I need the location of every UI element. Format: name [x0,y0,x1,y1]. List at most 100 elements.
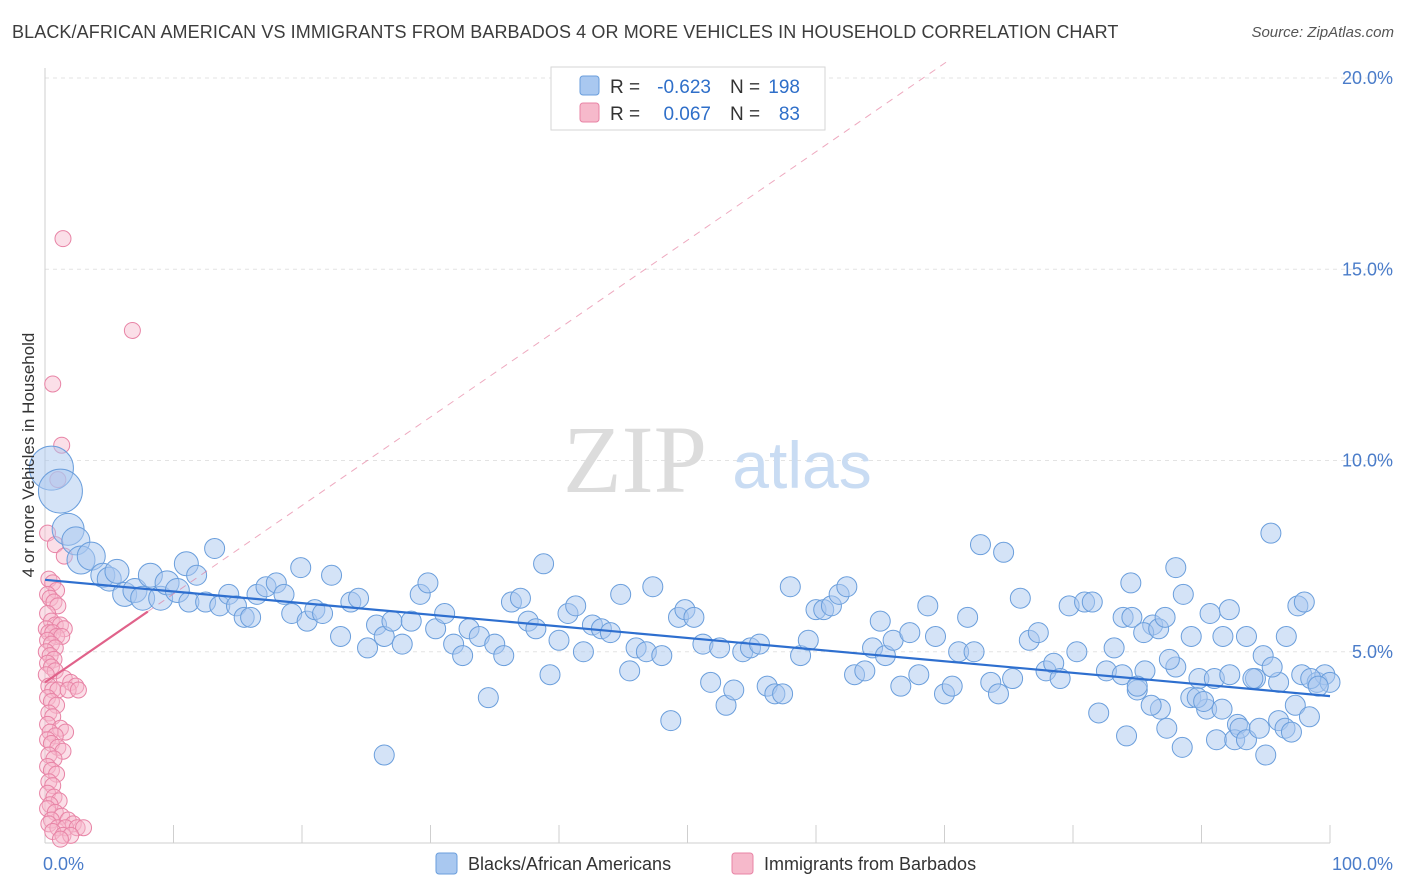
black-point [890,675,912,697]
black-point [533,553,555,575]
black-point [1298,706,1320,728]
black-point [204,537,226,559]
black-point [1212,625,1234,647]
legend-r-label-1: R = [610,77,640,98]
black-point [957,606,979,628]
black-point [400,610,422,632]
black-point [1293,591,1315,613]
black-point [1248,717,1270,739]
black-point [548,629,570,651]
black-point [1111,664,1133,686]
black-point [917,595,939,617]
black-point [1027,622,1049,644]
black-point [651,645,673,667]
black-point [1140,694,1162,716]
tick-labels: 5.0% 10.0% 15.0% 20.0% 0.0% 100.0% [43,68,1393,874]
barbados-trend-extension [147,58,952,612]
black-point [1235,625,1257,647]
black-point [321,564,343,586]
black-point [779,576,801,598]
black-point [1171,736,1193,758]
barbados-point [69,681,87,699]
black-point [37,468,83,514]
black-point [660,710,682,732]
legend-n-label-2: N = [730,104,760,125]
black-point [1307,675,1329,697]
barbados-point [40,815,58,833]
legend-swatch-blue [579,75,600,96]
black-point [1218,599,1240,621]
grid-layer [45,77,1392,653]
black-point [1275,625,1297,647]
black-point [1205,729,1227,751]
series-legend: Blacks/African Americans Immigrants from… [435,852,976,875]
black-point [290,557,312,579]
black-point [1049,668,1071,690]
legend-swatch-pink [579,102,600,123]
legend-r-value-1: -0.623 [657,77,711,98]
trend-lines [44,58,1331,698]
legend-n-label-1: N = [730,77,760,98]
correlation-legend: R = -0.623 N = 198 R = 0.067 N = 83 [550,66,826,131]
black-point [1280,721,1302,743]
black-point [1165,557,1187,579]
barbados-point [75,819,93,837]
black-point [565,595,587,617]
black-point [1002,668,1024,690]
black-point [312,603,334,624]
black-point [391,633,413,655]
series-black-points [28,445,1341,766]
black-point [1088,702,1110,724]
black-point [1158,648,1180,670]
black-point [1116,725,1138,747]
black-point [273,583,295,605]
series-barbados-points [37,230,141,848]
legend-n-value-2: 83 [779,104,800,125]
x-tick-label: 100.0% [1332,854,1393,874]
black-point [869,610,891,632]
black-point [772,683,794,705]
black-point [240,606,262,628]
black-point [1154,606,1176,628]
black-point [1211,698,1233,720]
black-point [1009,587,1031,609]
black-point [525,618,547,640]
barbados-point [44,375,62,393]
black-point [1156,717,1178,739]
black-point [1120,572,1142,594]
barbados-point [54,230,72,248]
black-point [104,558,130,584]
legend-r-label-2: R = [610,104,640,125]
black-point [493,645,515,667]
chart-title: BLACK/AFRICAN AMERICAN VS IMMIGRANTS FRO… [12,22,1119,42]
black-point [1121,606,1143,628]
black-point [1193,690,1215,712]
black-point [186,564,208,586]
watermark-atlas: atlas [732,428,871,502]
black-point [797,629,819,651]
watermark: ZIP atlas [563,406,872,513]
black-point [477,687,499,709]
black-point [723,679,745,701]
black-point [1126,675,1148,697]
black-point [993,541,1015,563]
black-point [987,683,1009,705]
black-point [357,637,379,659]
bottom-legend-swatch-blue [435,852,458,875]
barbados-point [39,800,57,818]
black-point [1242,668,1264,690]
black-point [941,675,963,697]
black-point [642,576,664,598]
legend-n-value-1: 198 [768,77,800,98]
chart-source: Source: ZipAtlas.com [1251,24,1394,41]
black-point [619,660,641,682]
black-point [836,576,858,598]
y-tick-label: 20.0% [1342,68,1393,88]
y-tick-label: 10.0% [1342,451,1393,471]
barbados-point [123,321,141,339]
black-point [963,641,985,663]
black-point [417,572,439,594]
barbados-trend-line [44,610,149,684]
bottom-legend-label-pink: Immigrants from Barbados [764,854,976,874]
